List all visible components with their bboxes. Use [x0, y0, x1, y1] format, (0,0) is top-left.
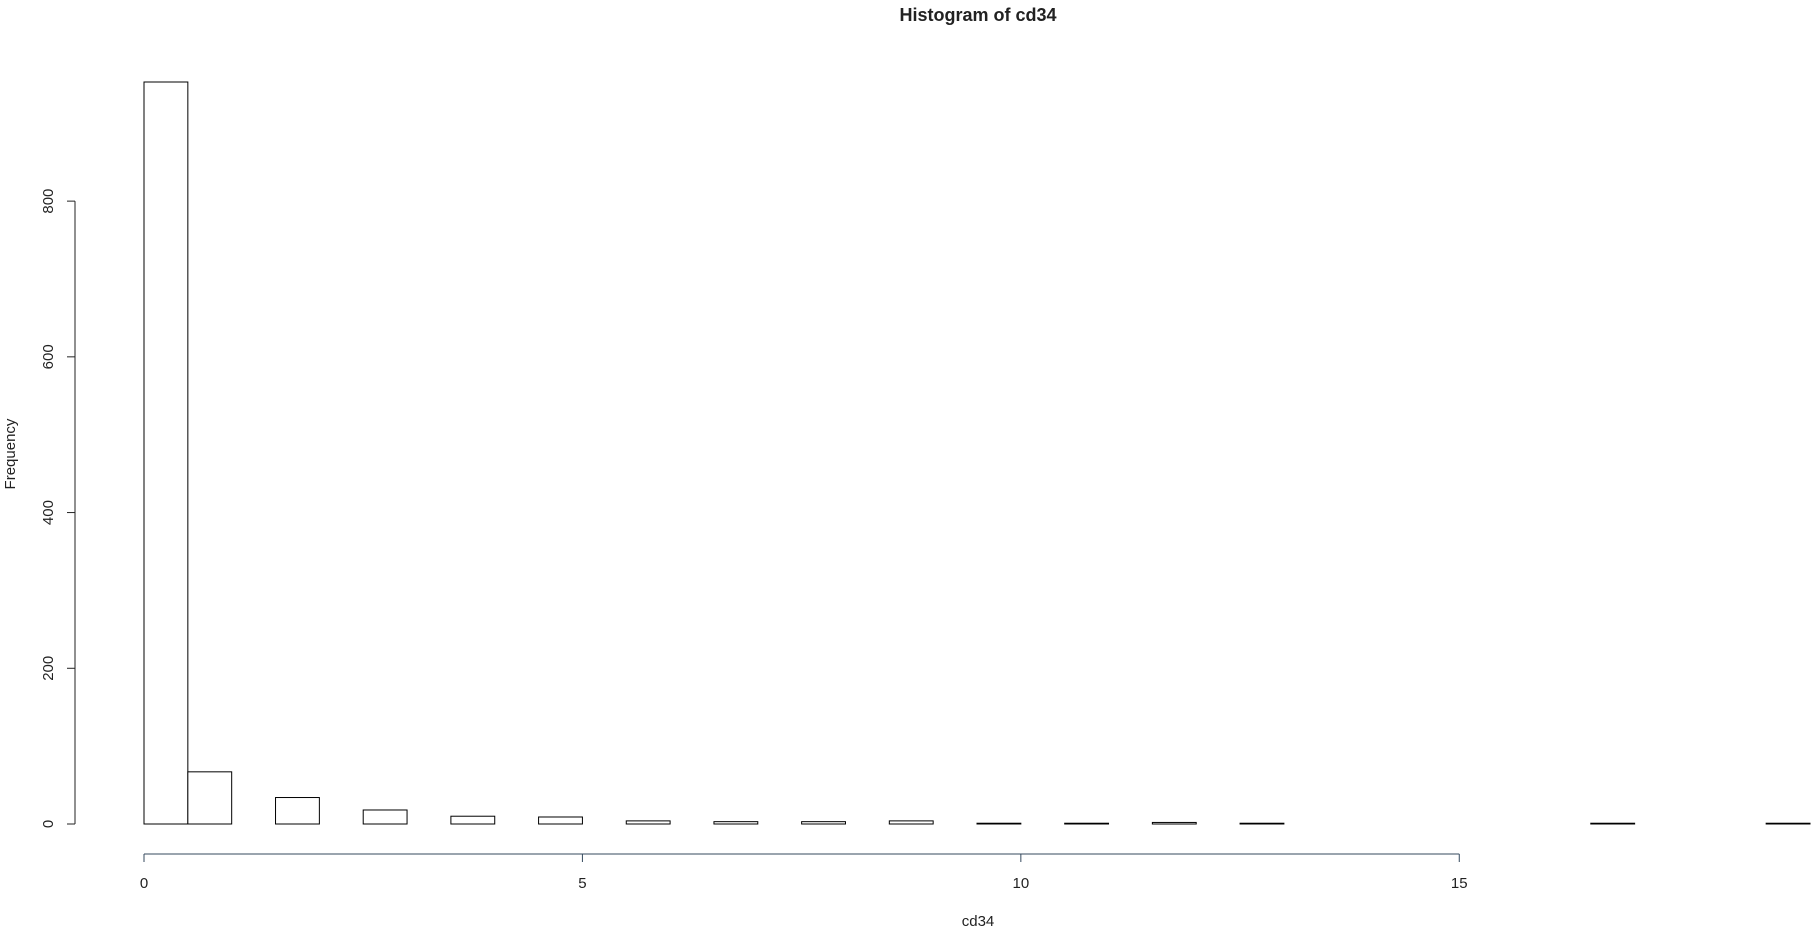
y-tick-label: 0: [40, 820, 57, 828]
bar: [1239, 822, 1285, 825]
bar: [450, 815, 496, 825]
bar: [362, 809, 408, 825]
bar: [625, 820, 671, 825]
bar: [1064, 822, 1110, 825]
bar: [1590, 822, 1636, 825]
x-tick-label: 0: [140, 875, 148, 892]
bar: [1765, 822, 1811, 825]
bar: [801, 821, 846, 825]
x-tick-label: 10: [1012, 875, 1029, 892]
x-tick-label: 5: [578, 875, 586, 892]
bar: [275, 797, 320, 825]
x-tick-label: 15: [1451, 875, 1468, 892]
y-tick-label: 200: [40, 656, 57, 681]
y-tick-label: 400: [40, 500, 57, 525]
bar: [143, 81, 189, 825]
y-axis-label: Frequency: [2, 418, 19, 489]
bar: [976, 822, 1022, 825]
bar: [888, 820, 934, 825]
x-axis-label: cd34: [962, 913, 995, 930]
y-tick-label: 800: [40, 189, 57, 214]
bar: [538, 816, 583, 825]
bar: [187, 771, 233, 825]
y-tick-label: 600: [40, 344, 57, 369]
chart-title: Histogram of cd34: [899, 5, 1056, 25]
bar: [1151, 821, 1197, 825]
bar: [713, 821, 759, 825]
